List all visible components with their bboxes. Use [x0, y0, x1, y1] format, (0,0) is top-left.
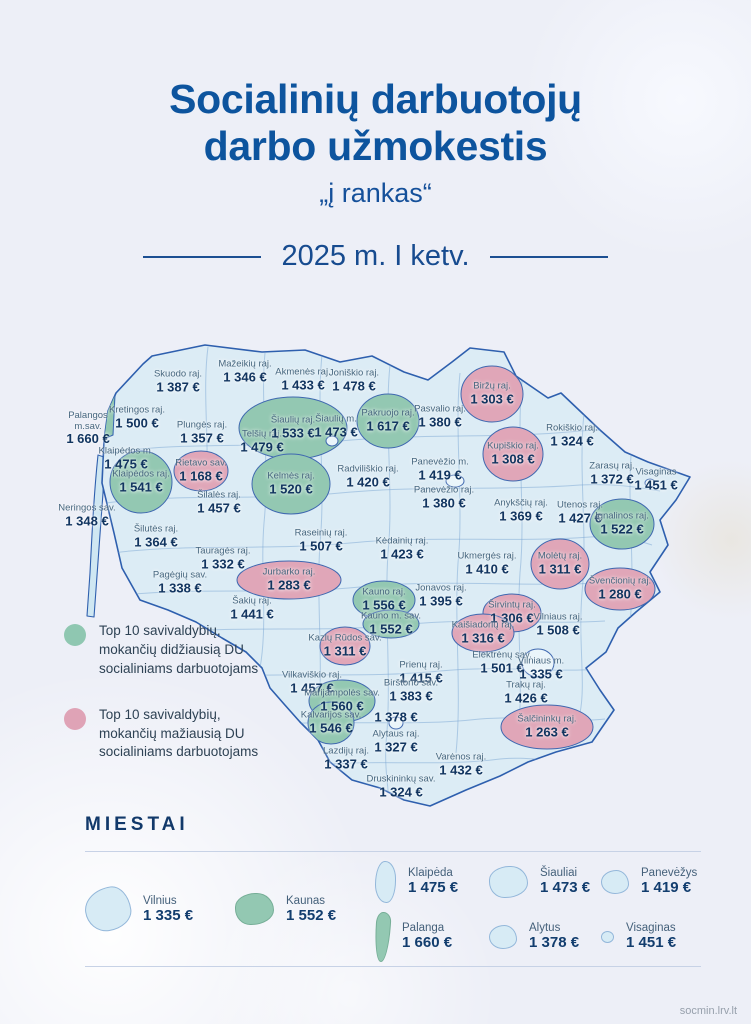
period-rule-right — [489, 255, 608, 258]
city-silhouette-icon — [235, 893, 274, 925]
period-rule-left — [143, 255, 262, 258]
city-silhouette-icon — [601, 869, 629, 894]
city-text: Alytus 1 378 € — [529, 922, 579, 951]
cities-divider-bottom — [85, 966, 701, 967]
legend-high-text: Top 10 savivaldybių, mokančių didžiausią… — [99, 623, 259, 676]
period-text: 2025 m. I ketv. — [281, 240, 470, 273]
city-silhouette-icon — [489, 865, 528, 898]
city-item: Klaipėda 1 475 € — [375, 860, 489, 903]
region-area — [530, 538, 590, 590]
city-silhouette-icon — [373, 911, 392, 962]
region-area — [238, 396, 348, 460]
city-item: Alytus 1 378 € — [489, 922, 601, 951]
city-name: Visaginas — [626, 922, 676, 934]
city-silhouette-icon — [82, 884, 134, 934]
city-enclaves — [325, 435, 656, 730]
highlighted-regions-layer — [109, 365, 656, 750]
city-value: 1 378 € — [529, 934, 580, 951]
legend-low-text: Top 10 savivaldybių, mokančių mažiausią … — [99, 706, 259, 760]
cities-divider-top — [85, 851, 701, 852]
city-item: Palanga 1 660 € — [373, 911, 489, 962]
city-name: Panevėžys — [641, 867, 698, 879]
city-item: Vilnius 1 335 € — [82, 884, 235, 934]
region-area — [482, 426, 544, 482]
legend: Top 10 savivaldybių, mokančių didžiausią… — [64, 622, 272, 789]
city-value: 1 660 € — [402, 934, 453, 951]
title-block: Socialinių darbuotojų darbo užmokestis „… — [0, 76, 751, 273]
city-name: Alytus — [529, 922, 561, 934]
city-value: 1 552 € — [286, 906, 337, 924]
cities-heading: MIESTAI — [85, 814, 189, 835]
source-link: socmin.lrv.lt — [679, 1005, 737, 1017]
city-value: 1 451 € — [626, 934, 677, 951]
city-name: Šiauliai — [540, 867, 578, 879]
city-text: Klaipėda 1 475 € — [408, 867, 458, 896]
region-area — [319, 626, 371, 666]
city-item: Kaunas 1 552 € — [235, 893, 375, 925]
region-area — [251, 453, 331, 515]
curonian-spit-shape — [86, 454, 105, 618]
lithuania-map — [86, 344, 691, 807]
region-area — [589, 498, 655, 550]
title-subtitle: „į rankas“ — [319, 178, 432, 209]
city-text: Panevėžys 1 419 € — [641, 867, 697, 896]
cities-section: MIESTAI Vilnius 1 335 € Kaunas 1 552 € Klaip… — [82, 814, 701, 967]
region-area — [307, 701, 355, 745]
city-text: Vilnius 1 335 € — [143, 895, 193, 924]
region-area — [362, 609, 420, 639]
region-area — [109, 450, 173, 514]
city-silhouette-icon — [601, 930, 614, 943]
city-text: Visaginas 1 451 € — [626, 922, 676, 951]
pink-dot-icon — [64, 707, 86, 730]
region-area — [460, 365, 524, 423]
city-silhouette-icon — [375, 860, 396, 903]
period-row: 2025 m. I ketv. — [0, 240, 751, 273]
city-name: Vilnius — [143, 894, 177, 907]
region-area — [356, 393, 420, 449]
legend-item-low: Top 10 savivaldybių, mokančių mažiausią … — [64, 706, 272, 763]
city-value: 1 335 € — [143, 906, 194, 924]
page-title: Socialinių darbuotojų darbo užmokestis — [0, 76, 751, 169]
city-name: Klaipėda — [408, 867, 453, 879]
region-area — [500, 704, 594, 750]
city-value: 1 419 € — [641, 879, 692, 896]
city-item: Visaginas 1 451 € — [601, 922, 701, 951]
city-text: Kaunas 1 552 € — [286, 895, 336, 924]
city-text: Palanga 1 660 € — [402, 922, 452, 951]
city-name: Kaunas — [286, 894, 326, 907]
legend-item-high: Top 10 savivaldybių, mokančių didžiausią… — [64, 622, 272, 679]
city-value: 1 473 € — [540, 879, 591, 896]
green-dot-icon — [64, 624, 86, 646]
region-area — [451, 613, 515, 653]
title-line2: darbo užmokestis — [203, 122, 548, 169]
city-item: Panevėžys 1 419 € — [601, 867, 701, 896]
region-area — [584, 567, 656, 611]
cities-grid: Vilnius 1 335 € Kaunas 1 552 € Klaipėda 1 475… — [82, 854, 701, 964]
city-value: 1 475 € — [408, 879, 459, 896]
city-item: Šiauliai 1 473 € — [489, 865, 601, 898]
city-name: Palanga — [402, 922, 445, 934]
region-area — [236, 560, 342, 600]
city-text: Šiauliai 1 473 € — [540, 867, 590, 896]
city-silhouette-icon — [489, 924, 517, 949]
palanga-coast-shape — [103, 394, 116, 440]
title-line1: Socialinių darbuotojų — [169, 76, 582, 122]
region-area — [173, 450, 229, 492]
